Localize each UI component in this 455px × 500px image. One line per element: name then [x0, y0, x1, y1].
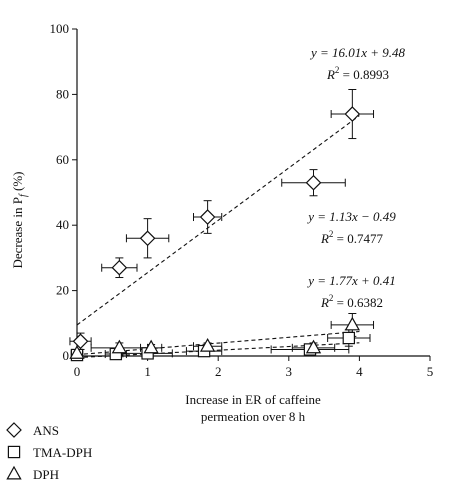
fit-equations: y = 16.01x + 9.48 R2 = 0.8993 y = 1.13x − … — [306, 45, 405, 310]
y-tick-label: 80 — [56, 86, 69, 101]
y-tick-label: 100 — [50, 21, 70, 36]
legend-marker-dph — [6, 465, 22, 480]
legend-label-ans: ANS — [33, 423, 59, 438]
x-tick-label: 1 — [144, 364, 151, 379]
point-ans — [111, 259, 128, 276]
point-dph — [69, 345, 85, 359]
y-tick-label: 0 — [63, 348, 70, 363]
x-tick-label: 4 — [356, 364, 363, 379]
legend-label-tma-dph: TMA-DPH — [33, 445, 92, 460]
legend-label-dph: DPH — [33, 467, 59, 482]
fit-equation-tma-dph: y = 1.13x − 0.49 — [306, 209, 396, 224]
x-tick-label: 0 — [74, 364, 81, 379]
fit-r2-tma-dph: R2 = 0.7477 — [320, 229, 384, 246]
point-dph — [305, 339, 322, 354]
point-tma-dph — [342, 331, 356, 345]
x-tick-label: 5 — [427, 364, 434, 379]
y-tick-label: 40 — [56, 217, 69, 232]
point-dph — [143, 339, 159, 354]
legend-marker-ans — [6, 422, 22, 438]
point-dph — [199, 337, 216, 352]
x-axis-label-line-2: permeation over 8 h — [201, 409, 306, 424]
point-dph — [344, 316, 361, 331]
point-ans — [344, 106, 361, 122]
fit-line-tma-dph — [76, 342, 360, 359]
point-ans — [199, 209, 216, 225]
fit-equation-ans: y = 16.01x + 9.48 — [309, 45, 406, 60]
fit-lines — [76, 115, 360, 359]
point-dph — [111, 339, 128, 354]
point-ans — [72, 333, 89, 350]
point-ans — [305, 174, 322, 191]
x-tick-label: 2 — [215, 364, 222, 379]
y-tick-label: 60 — [56, 152, 69, 167]
x-axis-label-line-1: Increase in ER of caffeine — [185, 392, 321, 407]
axes: 0 20 40 60 80 100 0 1 2 3 4 5 — [50, 21, 434, 379]
point-ans — [139, 230, 156, 247]
fit-line-dph — [76, 330, 360, 356]
y-axis-label: Decrease in Pf (%) — [10, 172, 29, 269]
fit-r2-ans: R2 = 0.8993 — [326, 65, 389, 82]
y-tick-label: 20 — [56, 283, 69, 298]
fit-equation-dph: y = 1.77x + 0.41 — [306, 273, 396, 288]
error-bars — [69, 88, 375, 360]
legend-marker-tma-dph — [7, 445, 21, 459]
x-tick-label: 3 — [286, 364, 293, 379]
legend: ANS TMA-DPH DPH — [6, 422, 92, 482]
fit-r2-dph: R2 = 0.6382 — [320, 293, 383, 310]
data-markers — [69, 106, 361, 362]
fit-line-ans — [76, 115, 360, 326]
